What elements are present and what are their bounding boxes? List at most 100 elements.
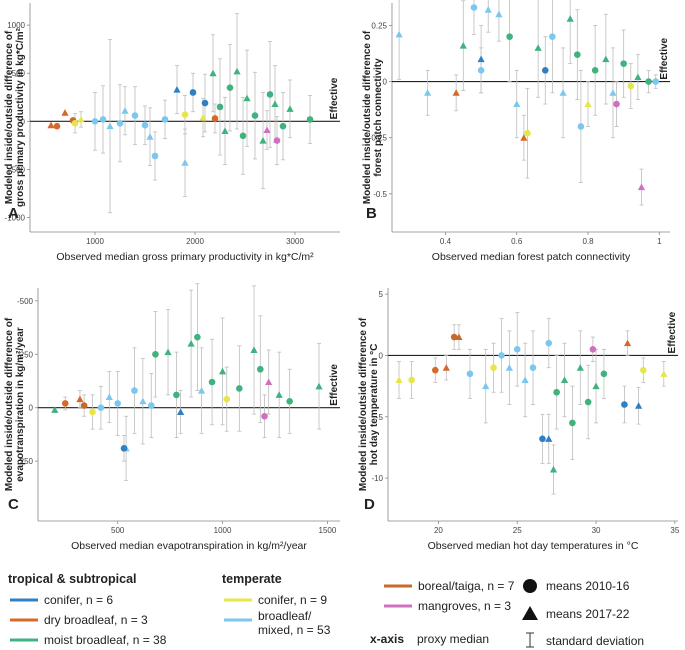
- panel-b-point-triangle: [452, 89, 460, 96]
- legend-label-mangroves: mangroves, n = 3: [418, 599, 511, 613]
- panel-c-point-triangle: [139, 397, 147, 405]
- panel-d-point-triangle: [592, 382, 600, 390]
- panel-a-point-triangle: [47, 121, 55, 129]
- panel-d-ylabel-line: hot day temperature in °C: [369, 344, 380, 466]
- panel-a-point-circle: [226, 84, 234, 91]
- panel-a-point-circle: [251, 112, 259, 119]
- panel-c-point-circle: [131, 387, 138, 394]
- panel-a-point-triangle: [233, 67, 241, 75]
- legend-errorbar-icon: [526, 632, 534, 648]
- panel-d-point-triangle: [482, 382, 490, 390]
- panel-d-ylabel: Modeled inside/outside difference ofhot …: [358, 317, 380, 491]
- panel-c-ylabel-line: evapotranspiration in kg/m²/year: [15, 327, 26, 482]
- legend-label-broadleaf-mixed-2: mixed, n = 53: [258, 623, 331, 637]
- panel-b-ytick-label: -0.5: [373, 190, 387, 199]
- panel-d-point-circle: [600, 370, 608, 378]
- panel-d-point-circle: [408, 376, 415, 384]
- panel-a-point-triangle: [121, 107, 129, 114]
- panel-c-point-triangle: [164, 348, 172, 356]
- panel-a-point-circle: [201, 99, 209, 107]
- panel-c-xtick-label: 1500: [319, 526, 337, 535]
- panel-a-point-triangle: [209, 69, 217, 77]
- panel-d-point-triangle: [660, 370, 668, 377]
- panel-b-ylabel-line: Modeled inside/outside difference of: [362, 30, 373, 204]
- panel-c-point-circle: [286, 397, 293, 405]
- panel-b-point-circle: [645, 78, 652, 85]
- panel-a-ytick-label: -1000: [5, 214, 26, 223]
- panel-a-point-circle: [239, 132, 247, 140]
- panel-d-point-triangle: [634, 402, 643, 409]
- legend-xaxis-proxy-text: proxy median: [417, 632, 489, 646]
- panel-d-point-circle: [490, 364, 497, 372]
- panel-a-point-circle: [211, 115, 219, 122]
- panel-c-point-circle: [173, 391, 180, 399]
- legend-std-dev: standard deviation: [546, 634, 644, 648]
- panel-c-letter: C: [8, 496, 19, 513]
- panel-c-point-triangle: [250, 346, 258, 353]
- panel-c-point-circle: [120, 445, 128, 452]
- panel-c-point-circle: [257, 365, 264, 373]
- panel-a-xtick-label: 1000: [86, 237, 104, 246]
- panel-d-point-circle: [569, 419, 576, 427]
- panel-c-ytick-label: -500: [17, 297, 34, 306]
- panel-a-ytick-label: 0: [21, 117, 26, 126]
- panel-a-point-triangle: [271, 100, 279, 108]
- panel-d-ytick-label: -10: [371, 474, 383, 483]
- panel-d-xtick-label: 25: [513, 526, 522, 535]
- panel-c-ylabel-line: Modeled inside/outside difference of: [4, 317, 15, 491]
- panel-c-ytick-label: 0: [29, 404, 34, 413]
- panel-d-point-triangle: [623, 339, 632, 347]
- panel-a-effective-label: Effective: [329, 77, 340, 119]
- panel-c-xlabel: Observed median evapotranspiration in kg…: [71, 540, 307, 552]
- panel-c-point-circle: [194, 333, 201, 341]
- panel-a-point-triangle: [61, 109, 69, 116]
- panel-c-ylabel: Modeled inside/outside difference ofevap…: [4, 317, 26, 491]
- panel-a-letter: A: [8, 205, 19, 222]
- panel-d-ytick-label: 5: [379, 290, 384, 299]
- panel-a-point-circle: [116, 119, 124, 127]
- panel-a-point-circle: [273, 137, 281, 144]
- panel-a-ytick-label: 500: [12, 69, 26, 78]
- panel-a-ytick-label: -500: [9, 165, 26, 174]
- panel-b-point-circle: [627, 82, 635, 90]
- panel-b-point-triangle: [584, 100, 592, 108]
- panel-d-point-circle: [529, 364, 537, 372]
- panel-d-point-circle: [466, 370, 474, 378]
- panel-a-point-circle: [266, 91, 274, 98]
- panel-a-point-circle: [161, 116, 169, 123]
- panel-d-point-triangle: [545, 435, 553, 442]
- panel-d-point-triangle: [395, 376, 403, 383]
- legend-temperate-title: temperate: [222, 572, 282, 586]
- panel-d-xlabel: Observed median hot day temperatures in …: [428, 540, 639, 552]
- panel-a-point-triangle: [181, 159, 189, 166]
- panel-b-point-triangle: [520, 134, 528, 141]
- panel-a-point-triangle: [199, 113, 207, 121]
- panel-c-ytick-label: -250: [17, 350, 34, 359]
- panel-b-point-triangle: [609, 89, 617, 96]
- legend-label-dry-broadleaf: dry broadleaf, n = 3: [44, 613, 148, 627]
- panel-d-point-circle: [584, 398, 592, 406]
- panel-b-point-circle: [524, 129, 531, 137]
- panel-b-point-triangle: [602, 55, 610, 63]
- panel-b: 0.4 0.6 0.8 1 -0.5 -0.25 0 0.25 Observed median …: [362, 0, 670, 263]
- panel-d-point-triangle: [560, 376, 569, 383]
- panel-b-point-triangle: [484, 6, 492, 13]
- panel-c-point-circle: [223, 395, 231, 403]
- panel-b-point-triangle: [566, 15, 574, 22]
- panel-d-point-circle: [539, 435, 546, 443]
- panel-d-point-circle: [513, 346, 521, 353]
- panel-c-point-circle: [208, 378, 216, 386]
- legend-circle-marker: [523, 579, 537, 593]
- panel-b-point-circle: [470, 4, 478, 11]
- panel-a-point-circle: [181, 111, 189, 118]
- legend-tropical-title: tropical & subtropical: [8, 572, 137, 586]
- panel-b-point-circle: [652, 78, 660, 85]
- panel-c-point-circle: [89, 408, 96, 416]
- panel-b-xlabel: Observed median forest patch connectivit…: [432, 251, 631, 263]
- panel-d-xtick-label: 30: [592, 526, 601, 535]
- panel-d-effective-label: Effective: [667, 311, 678, 353]
- panel-a-point-triangle: [77, 115, 85, 123]
- panel-a-point-circle: [131, 112, 139, 119]
- panel-c-point-triangle: [177, 408, 185, 415]
- panel-a-ytick-label: 1000: [7, 21, 25, 30]
